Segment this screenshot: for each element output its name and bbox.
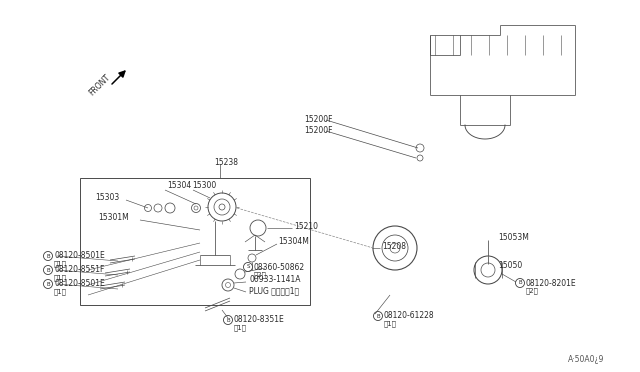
- Text: B: B: [46, 267, 50, 273]
- Text: （1）: （1）: [234, 325, 247, 331]
- Text: 15050: 15050: [498, 260, 522, 269]
- Bar: [80, 178, 310, 305]
- Text: （1）: （1）: [54, 261, 67, 267]
- Text: B: B: [376, 314, 380, 318]
- Text: A·50A0¿9: A·50A0¿9: [568, 356, 604, 365]
- Text: B: B: [46, 282, 50, 286]
- Text: 08120-8351E: 08120-8351E: [234, 315, 285, 324]
- Text: （2）: （2）: [526, 288, 539, 294]
- Text: B: B: [46, 253, 50, 259]
- Text: B: B: [226, 317, 230, 323]
- Text: 08360-50862: 08360-50862: [254, 263, 305, 272]
- Text: 15304: 15304: [167, 180, 191, 189]
- Text: 15301M: 15301M: [98, 212, 129, 221]
- Text: 15200F: 15200F: [304, 115, 333, 124]
- Text: 15300: 15300: [192, 180, 216, 189]
- Text: 15210: 15210: [294, 221, 318, 231]
- Text: 08120-8501E: 08120-8501E: [54, 251, 105, 260]
- Text: 08120-8501E: 08120-8501E: [54, 279, 105, 289]
- Text: （1）: （1）: [54, 289, 67, 295]
- Text: 08120-8551F: 08120-8551F: [54, 266, 104, 275]
- Text: PLUG プラグ（1）: PLUG プラグ（1）: [249, 286, 299, 295]
- Text: 15303: 15303: [95, 192, 119, 202]
- Text: 15053M: 15053M: [498, 232, 529, 241]
- Text: 08120-8201E: 08120-8201E: [526, 279, 577, 288]
- Text: （1）: （1）: [54, 275, 67, 281]
- Text: 15304M: 15304M: [278, 237, 309, 246]
- Text: （2）: （2）: [254, 272, 267, 278]
- Text: FRONT: FRONT: [87, 73, 112, 97]
- Text: 15238: 15238: [214, 157, 238, 167]
- Text: 08120-61228: 08120-61228: [384, 311, 435, 321]
- Text: 15208: 15208: [382, 241, 406, 250]
- Text: S: S: [246, 264, 250, 269]
- Text: 15200F: 15200F: [304, 125, 333, 135]
- Text: 00933-1141A: 00933-1141A: [249, 276, 301, 285]
- Text: B: B: [518, 280, 522, 285]
- Text: （1）: （1）: [384, 321, 397, 327]
